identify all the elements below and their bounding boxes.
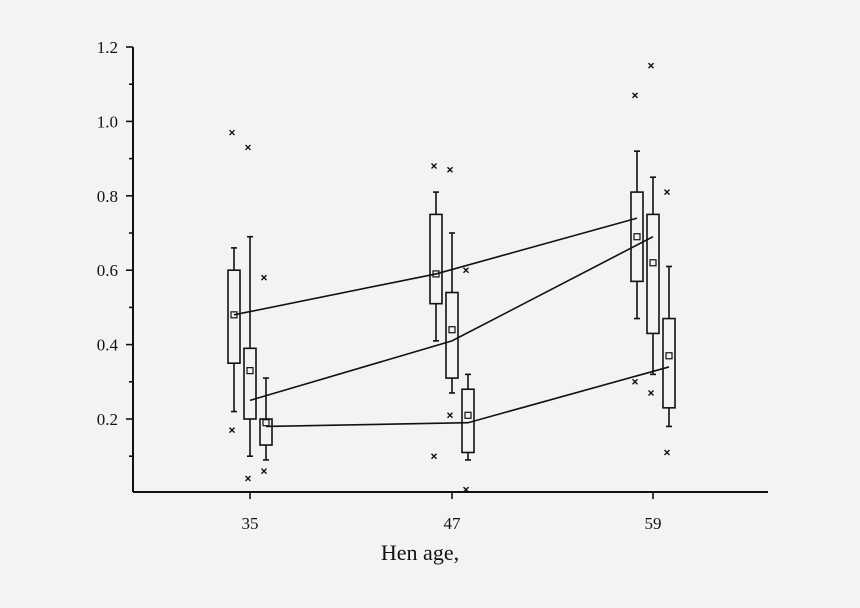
outlier-point	[261, 274, 267, 281]
mean-marker	[448, 326, 456, 334]
outlier-point	[447, 166, 453, 173]
median-line	[249, 236, 654, 402]
box-iqr	[662, 317, 676, 409]
mean-marker	[649, 259, 657, 267]
box-iqr	[445, 291, 459, 379]
plot-area	[227, 62, 676, 493]
y-tick-label: 1.0	[97, 112, 118, 131]
box-iqr	[227, 269, 241, 365]
outlier-point	[664, 189, 670, 196]
outlier-point	[463, 486, 469, 493]
y-tick-label: 0.2	[97, 410, 118, 429]
outlier-point	[229, 129, 235, 136]
x-tick-label: 47	[444, 514, 462, 533]
outlier-point	[648, 62, 654, 69]
y-tick-label: 0.6	[97, 261, 118, 280]
mean-marker	[665, 352, 673, 360]
outlier-point	[229, 427, 235, 434]
outlier-point	[632, 378, 638, 385]
y-tick-label: 1.2	[97, 38, 118, 57]
x-tick-label: 59	[645, 514, 662, 533]
x-axis-title: Hen age,	[381, 540, 459, 565]
median-line	[265, 366, 670, 428]
mean-marker	[262, 419, 270, 427]
mean-marker	[633, 233, 641, 241]
y-tick-label: 0.8	[97, 187, 118, 206]
box-iqr	[630, 191, 644, 283]
outlier-point	[261, 468, 267, 475]
outlier-point	[648, 389, 654, 396]
box-iqr	[243, 347, 257, 420]
outlier-point	[245, 144, 251, 151]
outlier-point	[664, 449, 670, 456]
box-iqr	[259, 418, 273, 446]
median-line	[233, 217, 638, 316]
outlier-point	[431, 453, 437, 460]
mean-marker	[464, 411, 472, 419]
box-iqr	[429, 213, 443, 305]
box-iqr	[646, 213, 660, 335]
outlier-point	[463, 267, 469, 274]
y-tick-label: 0.4	[97, 336, 119, 355]
outlier-point	[632, 92, 638, 99]
x-tick-label: 35	[242, 514, 259, 533]
outlier-point	[447, 412, 453, 419]
mean-marker	[246, 367, 254, 375]
outlier-point	[431, 163, 437, 170]
outlier-point	[245, 475, 251, 482]
axes: 0.2 0.4 0.6 0.8 1.0 1.2 35 47 59	[97, 38, 768, 533]
